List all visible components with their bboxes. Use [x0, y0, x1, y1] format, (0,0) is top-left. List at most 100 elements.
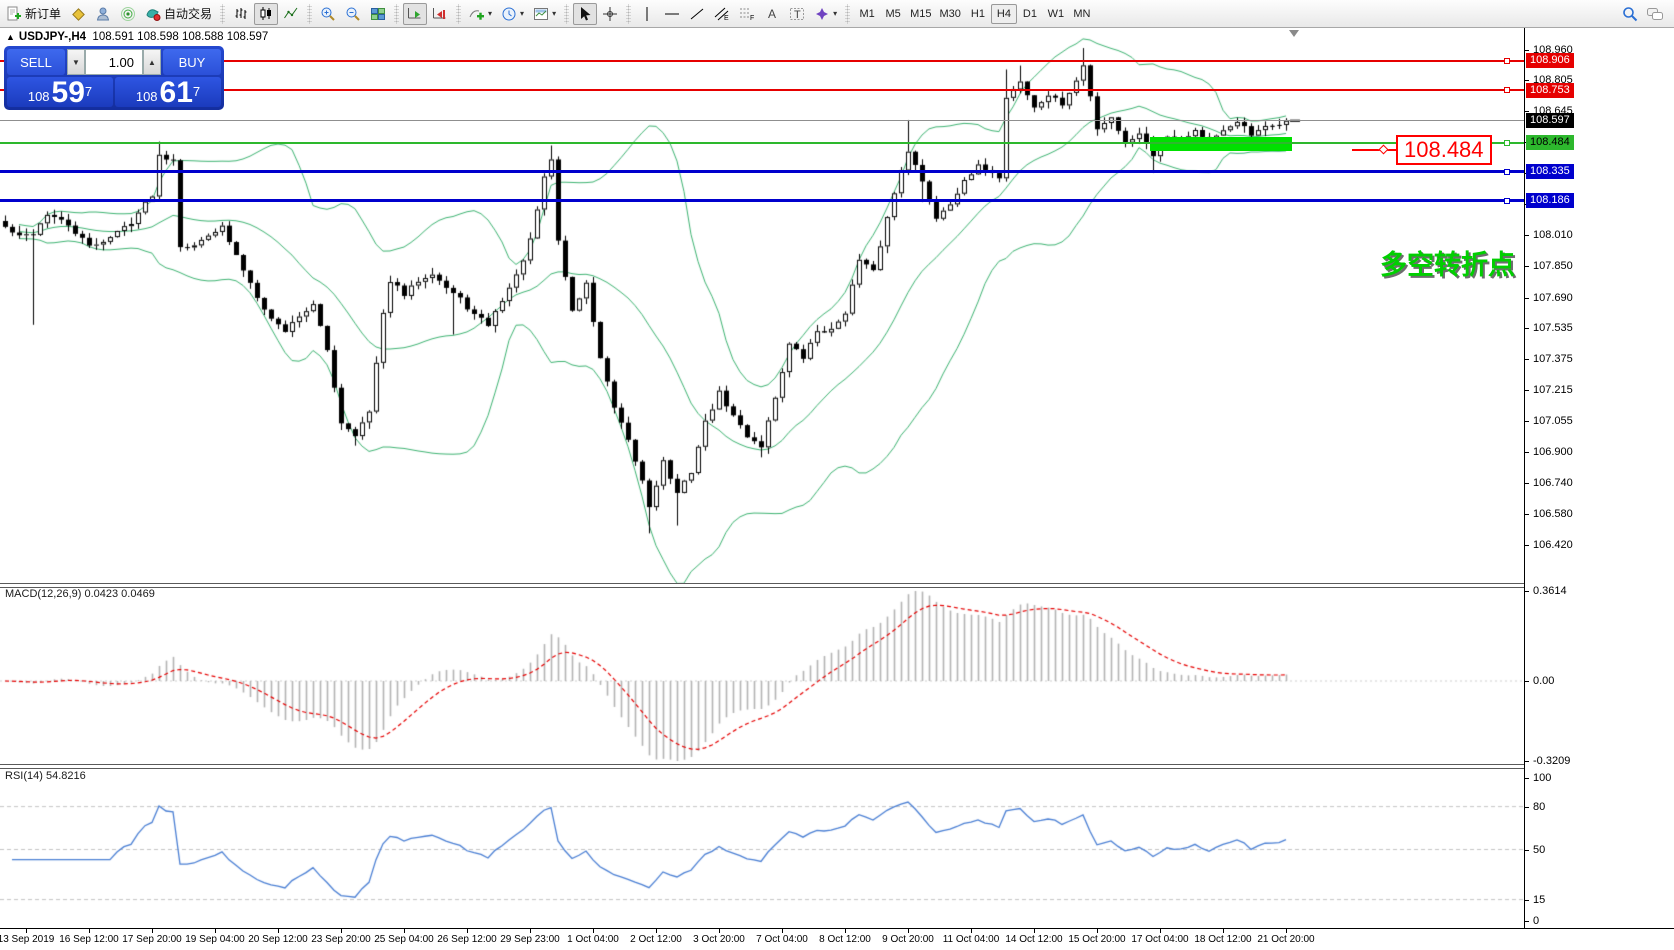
time-label: 17 Sep 20:00	[122, 934, 182, 945]
time-label: 9 Oct 20:00	[882, 934, 934, 945]
templates-button[interactable]: ▾	[529, 3, 560, 25]
line-chart-button[interactable]	[279, 3, 303, 25]
volume-increase-button[interactable]: ▲	[143, 49, 161, 75]
cursor-button[interactable]	[573, 2, 598, 25]
line-handle-icon[interactable]	[1504, 87, 1510, 94]
fibonacci-button[interactable]: F	[735, 3, 759, 25]
timeframe-button-h1[interactable]: H1	[970, 7, 985, 20]
axis-tick-label: 107.850	[1533, 260, 1573, 273]
zoom-in-button[interactable]	[316, 3, 340, 25]
dropdown-caret-icon: ▾	[520, 8, 525, 18]
auto-scroll-icon	[408, 7, 421, 18]
dropdown-caret-icon: ▾	[552, 8, 557, 18]
axis-tick-label: 0.00	[1533, 675, 1555, 687]
rsi-label: RSI(14) 54.8216	[5, 770, 86, 782]
auto-scroll-button[interactable]	[403, 2, 428, 25]
symbol-collapse-icon[interactable]: ▲	[6, 32, 15, 42]
sell-button[interactable]: SELL	[7, 49, 65, 75]
time-tick	[1160, 929, 1161, 933]
dropdown-caret-icon: ▾	[488, 8, 493, 18]
chat-button[interactable]	[1642, 3, 1668, 25]
chart-canvas[interactable]	[0, 28, 1524, 950]
time-tick	[341, 929, 342, 933]
time-label: 15 Oct 20:00	[1068, 934, 1126, 945]
line-handle-icon[interactable]	[1504, 139, 1510, 146]
timeframe-group: M1 M5 M15 M30 H1 H4 D1 W1 MN	[854, 3, 1095, 24]
toolbar-grip	[307, 3, 313, 24]
timeframe-button-m15[interactable]: M15	[910, 7, 932, 20]
support-line-108.335[interactable]	[0, 170, 1524, 174]
text-label-icon: T	[790, 7, 805, 21]
timeframe-button-d1[interactable]: D1	[1022, 7, 1037, 20]
current-line-108.597[interactable]	[0, 120, 1524, 122]
zoom-in-icon	[321, 7, 335, 21]
time-tick	[1034, 929, 1035, 933]
indicators-button[interactable]: ▾	[465, 3, 496, 25]
time-tick	[1097, 929, 1098, 933]
zoom-out-button[interactable]	[341, 3, 365, 25]
axis-tick	[1525, 921, 1529, 922]
tile-windows-button[interactable]	[366, 3, 390, 25]
time-axis[interactable]: 13 Sep 2019 16 Sep 12:00 17 Sep 20:00 19 Se…	[0, 928, 1674, 950]
buy-button[interactable]: BUY	[163, 49, 221, 75]
pane-separator[interactable]	[0, 583, 1674, 588]
symbol-quotes: 108.591 108.598 108.588 108.597	[92, 31, 269, 43]
timeframe-button-m30[interactable]: M30	[939, 7, 961, 20]
time-tick	[908, 929, 909, 933]
buy-price-display[interactable]: 108 61 7	[115, 77, 221, 108]
periods-button[interactable]: ▾	[497, 3, 528, 25]
price-badge-108.753: 108.753	[1526, 82, 1574, 98]
line-handle-icon[interactable]	[1504, 197, 1510, 204]
horizontal-line-button[interactable]	[660, 3, 684, 25]
time-label: 8 Oct 12:00	[819, 934, 871, 945]
text-button[interactable]: A	[760, 3, 784, 25]
indicators-icon	[469, 9, 485, 20]
support-line-108.186[interactable]	[0, 199, 1524, 203]
timeframe-button-mn[interactable]: MN	[1073, 7, 1091, 20]
chart-area[interactable]: ▲ USDJPY-,H4 108.591 108.598 108.588 108.…	[0, 28, 1674, 950]
crosshair-button[interactable]	[598, 3, 622, 25]
arrows-button[interactable]: ▾	[810, 3, 841, 25]
sell-price-display[interactable]: 108 59 7	[7, 77, 113, 108]
pane-separator[interactable]	[0, 764, 1674, 769]
volume-input[interactable]: 1.00	[85, 49, 143, 75]
channel-button[interactable]: E	[710, 3, 734, 25]
line-handle-icon[interactable]	[1504, 168, 1510, 175]
pivot-line-108.484[interactable]	[0, 141, 1524, 144]
cn-annotation[interactable]: 多空转折点	[1380, 250, 1515, 280]
resistance-line-108.906[interactable]	[0, 59, 1524, 62]
axis-tick-label: 106.580	[1533, 507, 1573, 520]
line-handle-icon[interactable]	[1504, 57, 1510, 64]
axis-tick-label: 108.010	[1533, 229, 1573, 242]
timeframe-button-m1[interactable]: M1	[859, 7, 875, 20]
trendline-button[interactable]	[685, 3, 709, 25]
chart-shift-button[interactable]	[428, 3, 452, 25]
macd-label: MACD(12,26,9) 0.0423 0.0469	[5, 588, 155, 600]
price-axis[interactable]: 108.906 108.753 108.597 108.484 108.335 108.1…	[1524, 28, 1674, 928]
time-label: 26 Sep 12:00	[437, 934, 497, 945]
timeframe-button-w1[interactable]: W1	[1047, 7, 1065, 20]
axis-tick	[1525, 591, 1529, 592]
callout-connector	[1352, 149, 1396, 151]
resistance-line-108.753[interactable]	[0, 89, 1524, 92]
signals-button[interactable]	[116, 3, 140, 25]
vertical-line-button[interactable]	[635, 3, 659, 25]
market-watch-person-icon	[96, 7, 110, 20]
timeframe-button-m5[interactable]: M5	[885, 7, 901, 20]
profiles-button[interactable]	[66, 3, 90, 25]
search-button[interactable]	[1618, 3, 1642, 25]
highlight-box[interactable]	[1150, 136, 1292, 151]
line-chart-icon	[284, 7, 298, 18]
equidistant-channel-icon: E	[714, 7, 729, 22]
timeframe-button-h4[interactable]: H4	[990, 3, 1017, 24]
price-callout[interactable]: 108.484	[1396, 135, 1492, 165]
auto-trading-button[interactable]: 自动交易	[141, 3, 216, 25]
candlestick-chart-button[interactable]	[254, 2, 279, 25]
new-order-button[interactable]: 新订单	[2, 3, 65, 25]
bar-chart-button[interactable]	[229, 3, 253, 25]
text-label-button[interactable]: T	[785, 3, 809, 25]
market-watch-button[interactable]	[91, 3, 115, 25]
volume-decrease-button[interactable]: ▼	[67, 49, 85, 75]
chart-shift-marker-icon[interactable]	[1289, 30, 1299, 37]
